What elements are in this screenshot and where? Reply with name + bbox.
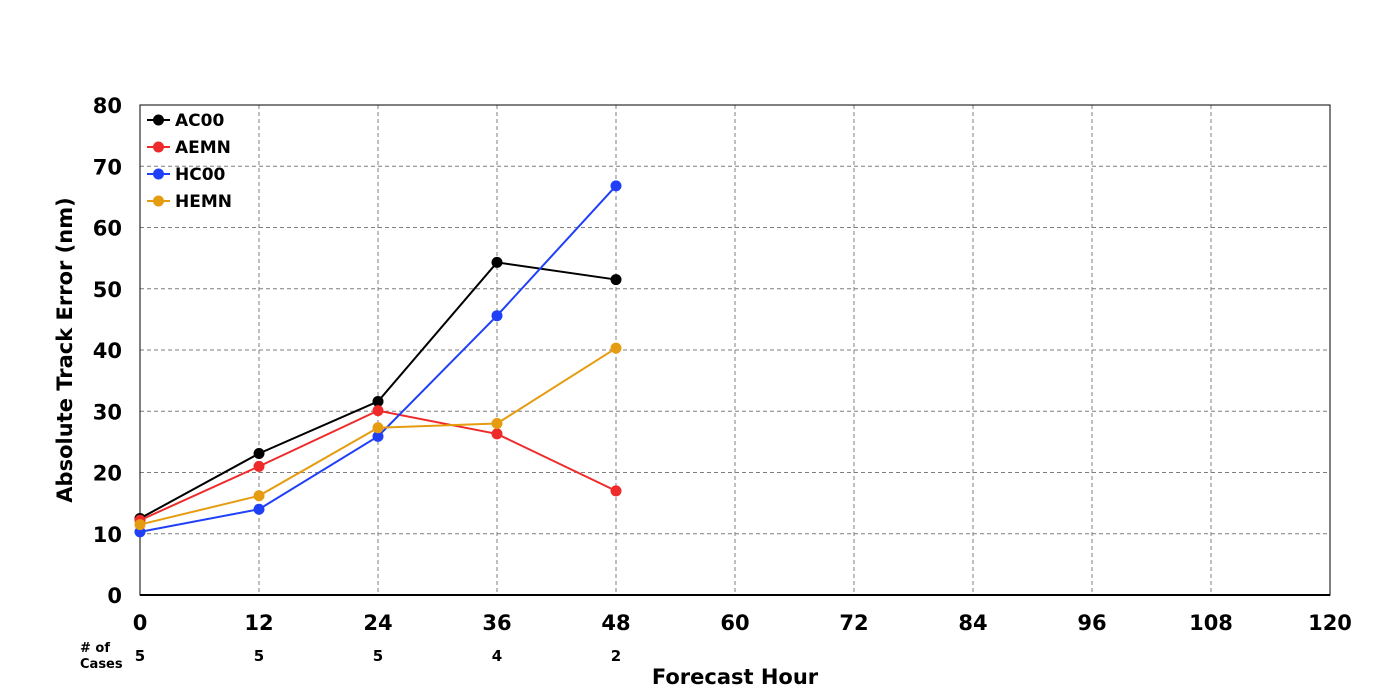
x-tick-label: 48 (601, 611, 630, 635)
data-point-ac00 (491, 256, 503, 268)
legend-label: HEMN (175, 192, 232, 212)
x-tick-label: 36 (482, 611, 511, 635)
y-tick-label: 20 (93, 462, 122, 486)
data-point-hc00 (372, 430, 384, 442)
case-count: 2 (611, 647, 621, 665)
legend-marker (153, 195, 164, 207)
legend: AC00 AEMN HC00 HEMN (147, 111, 232, 212)
data-point-aemn (372, 405, 384, 417)
data-point-hc00 (610, 180, 622, 192)
x-axis-title: Forecast Hour (652, 665, 819, 689)
case-count: 5 (373, 647, 383, 665)
y-tick-label: 70 (93, 155, 122, 179)
data-point-ac00 (372, 395, 384, 407)
data-point-hemn (253, 490, 265, 502)
y-tick-label: 30 (93, 400, 122, 424)
y-tick-label: 40 (93, 339, 122, 363)
cases-label-line1: # of (80, 641, 110, 656)
series-group (134, 180, 622, 538)
x-tick-label: 84 (958, 611, 987, 635)
data-point-hemn (491, 418, 503, 429)
data-point-hc00 (491, 310, 503, 322)
y-axis-title: Absolute Track Error (nm) (53, 197, 77, 502)
series-line-ac00 (139, 261, 617, 520)
legend-marker (153, 168, 164, 180)
case-count: 4 (492, 647, 502, 665)
legend-label: AEMN (175, 138, 231, 158)
y-tick-label: 50 (93, 278, 122, 302)
case-count: 5 (254, 647, 264, 665)
legend-marker (153, 114, 164, 126)
y-tick-label: 60 (93, 217, 122, 241)
grid (140, 105, 1330, 595)
legend-label: HC00 (175, 165, 226, 185)
data-point-hemn (372, 422, 384, 434)
x-tick-label: 96 (1077, 611, 1106, 635)
case-count: 5 (135, 647, 145, 665)
cases-row: 5 5 5 4 2 (135, 647, 621, 665)
x-tick-label: 24 (363, 611, 392, 635)
data-point-ac00 (610, 274, 622, 286)
data-point-hemn (610, 342, 622, 354)
legend-label: AC00 (175, 111, 224, 131)
x-tick-label: 120 (1308, 611, 1352, 635)
x-tick-label: 0 (133, 611, 148, 635)
data-point-aemn (610, 485, 622, 497)
data-point-ac00 (253, 448, 265, 460)
cases-label-line2: Cases (80, 657, 123, 672)
x-tick-label: 12 (244, 611, 273, 635)
y-tick-label: 0 (107, 584, 122, 608)
x-tick-label: 60 (720, 611, 749, 635)
y-tick-label: 80 (93, 94, 122, 118)
y-tick-labels: 0 10 20 30 40 50 60 70 80 (93, 94, 122, 608)
data-point-aemn (491, 428, 503, 440)
x-tick-labels: 0 12 24 36 48 60 72 84 96 108 120 (133, 611, 1352, 635)
data-point-hc00 (253, 503, 265, 515)
data-point-hemn (134, 519, 146, 531)
data-point-aemn (253, 460, 265, 472)
legend-marker (153, 141, 164, 153)
x-tick-label: 108 (1189, 611, 1233, 635)
x-tick-label: 72 (839, 611, 868, 635)
y-tick-label: 10 (93, 523, 122, 547)
